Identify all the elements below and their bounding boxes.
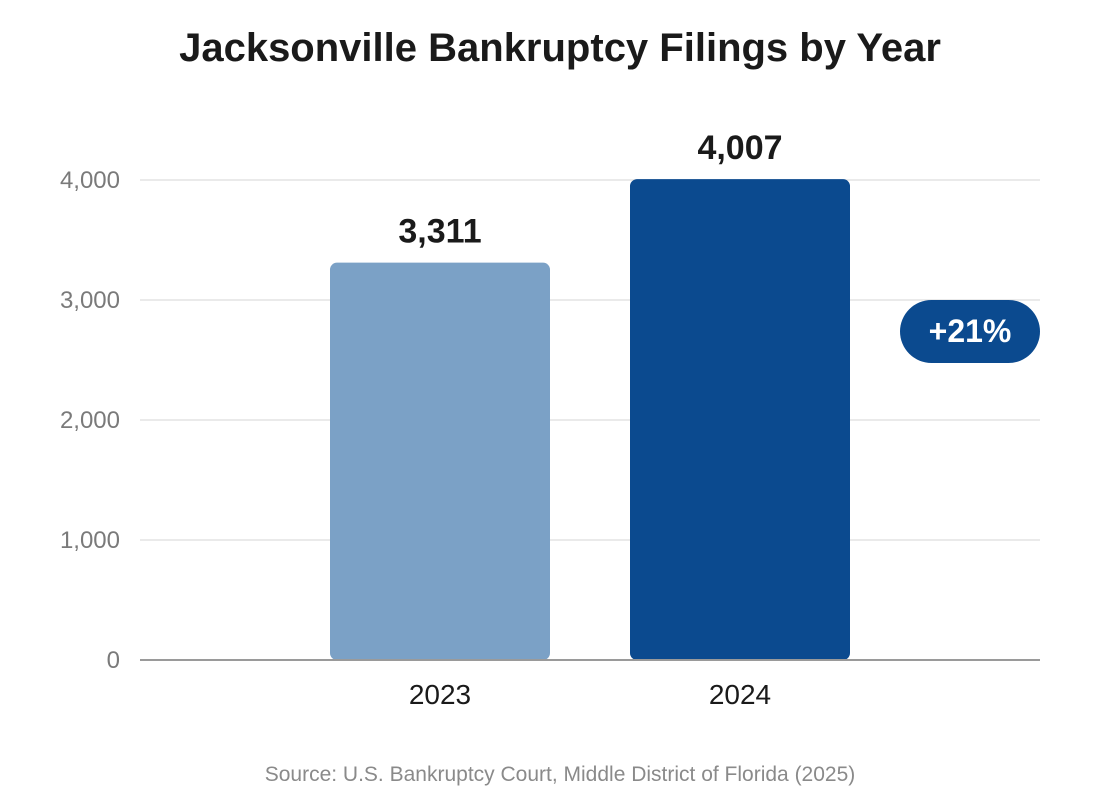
bar-2024 xyxy=(630,179,850,660)
y-tick-label: 2,000 xyxy=(60,407,120,434)
y-tick-label: 3,000 xyxy=(60,287,120,314)
y-axis-ticks: 0 1,000 2,000 3,000 4,000 xyxy=(60,167,120,674)
y-tick-label: 4,000 xyxy=(60,167,120,194)
x-tick-label: 2024 xyxy=(709,679,771,710)
bars xyxy=(330,179,850,660)
change-badge-label: +21% xyxy=(929,313,1012,349)
source-note: Source: U.S. Bankruptcy Court, Middle Di… xyxy=(264,763,856,786)
value-label-2023: 3,311 xyxy=(398,213,481,251)
value-label-2024: 4,007 xyxy=(697,129,782,167)
value-labels: 3,311 4,007 xyxy=(398,129,782,251)
chart-title: Jacksonville Bankruptcy Filings by Year xyxy=(179,26,941,70)
change-badge xyxy=(900,300,1040,363)
y-tick-label: 1,000 xyxy=(60,527,120,554)
x-axis-ticks: 2023 2024 xyxy=(409,679,771,710)
gridlines xyxy=(140,179,1040,541)
bar-2023 xyxy=(330,262,550,660)
change-annotation: +21% xyxy=(900,300,1040,363)
x-tick-label: 2023 xyxy=(409,679,471,710)
y-tick-label: 0 xyxy=(107,647,120,674)
